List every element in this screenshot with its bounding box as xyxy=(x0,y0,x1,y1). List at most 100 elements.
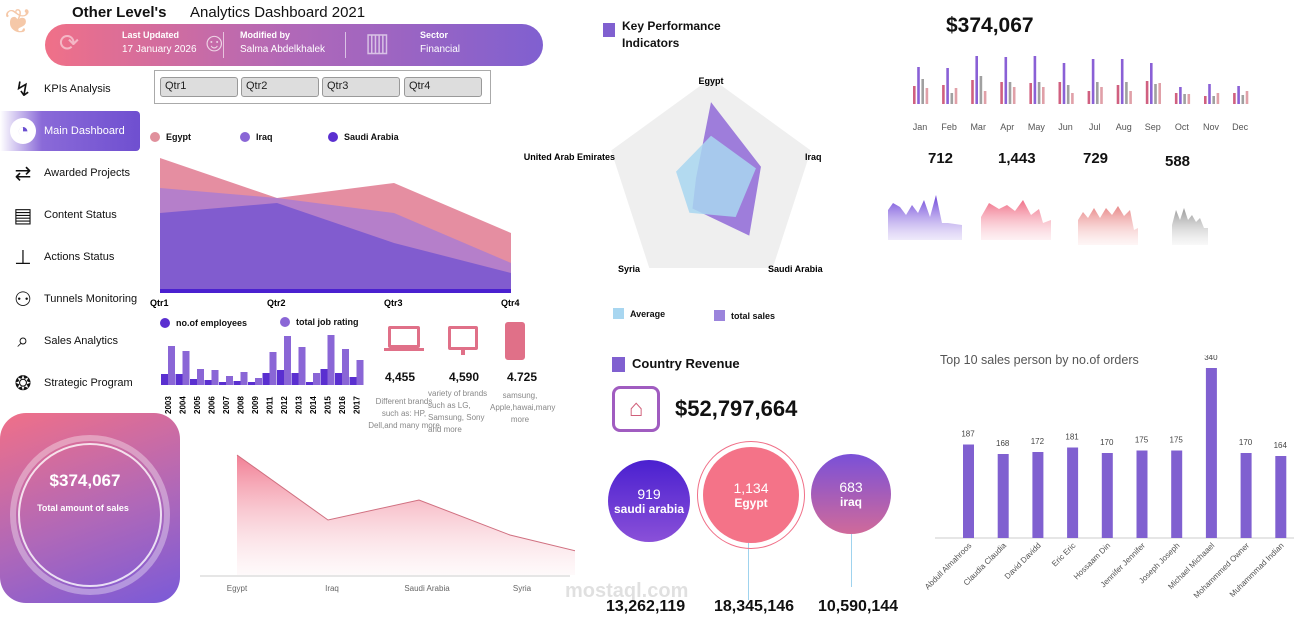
sidebar-item-label: Awarded Projects xyxy=(44,167,131,179)
tick-3: Eric Eric xyxy=(1050,541,1077,568)
device-value-1: 4,590 xyxy=(449,370,480,384)
sidebar-item-label: Main Dashboard xyxy=(44,125,125,137)
sidebar-item-content-status[interactable]: ▤ Content Status xyxy=(0,195,140,235)
bar-May-0 xyxy=(1029,83,1032,104)
tick-2015: 2015 xyxy=(324,396,333,414)
bar-Sep-1 xyxy=(1150,63,1153,104)
brand-name: Other Level's xyxy=(72,4,167,21)
line-chart-icon: ↯ xyxy=(14,78,32,101)
spark-value-3: 588 xyxy=(1165,153,1191,170)
bar-Sep-0 xyxy=(1145,81,1149,104)
tick-2011: 2011 xyxy=(266,396,275,414)
store-icon: ⌂ xyxy=(612,386,660,432)
bar-Oct-3 xyxy=(1187,94,1191,104)
tick-Oct: Oct xyxy=(1175,122,1190,132)
info-banner: ⟳ Last Updated 17 January 2026 ☺ Modified… xyxy=(45,24,543,66)
bar-abdull-almahroos xyxy=(963,444,974,538)
last-updated-value: 17 January 2026 xyxy=(122,44,197,55)
bar-employees-2006 xyxy=(204,380,212,385)
sidebar-item-label: Strategic Program xyxy=(44,377,133,389)
value-label-0: 187 xyxy=(961,430,975,439)
bar-Jun-1 xyxy=(1062,63,1066,104)
total-egypt: 18,345,146 xyxy=(714,598,795,615)
bar-Aug-1 xyxy=(1120,59,1124,104)
bar-May-3 xyxy=(1042,87,1045,104)
bar-jennifer-jennifer xyxy=(1136,450,1148,538)
bar-rating-2017 xyxy=(356,360,364,385)
sidebar-item-actions-status[interactable]: ⊥ Actions Status xyxy=(0,237,140,277)
value-label-4: 170 xyxy=(1100,438,1114,447)
bar-Aug-0 xyxy=(1116,85,1120,104)
bar-michael-michaael xyxy=(1205,368,1217,538)
bar-Jan-2 xyxy=(921,79,924,104)
radar-label-iraq: Iraq xyxy=(805,152,822,162)
total-saudi-arabia: 13,262,119 xyxy=(606,598,686,615)
total-sales-card: $374,067 Total amount of sales xyxy=(0,413,180,603)
bar-Jun-0 xyxy=(1058,82,1062,104)
bar-Apr-2 xyxy=(1008,82,1012,104)
bar-employees-2016 xyxy=(335,373,342,385)
sparkline-area xyxy=(1172,208,1208,245)
value-label-3: 181 xyxy=(1065,433,1079,442)
legend-saudi: Saudi Arabia xyxy=(328,132,399,142)
employees-bar-chart: 2003 2004 2005 2006 2007 2008 2009 2011 2012 2013… xyxy=(161,335,364,414)
slicer-qtr1[interactable]: Qtr1 xyxy=(160,77,238,97)
device-value-2: 4.725 xyxy=(507,370,538,384)
bar-rating-2011 xyxy=(269,352,277,385)
slicer-qtr2[interactable]: Qtr2 xyxy=(241,77,319,97)
building-icon: ▥ xyxy=(365,27,390,57)
value-label-7: 340 xyxy=(1204,355,1218,362)
total-iraq: 10,590,144 xyxy=(818,598,899,615)
bar-employees-2003 xyxy=(161,374,168,385)
modified-by-value: Salma Abdelkhalek xyxy=(240,44,326,55)
bar-Jan-1 xyxy=(917,67,920,104)
bar-rating-2003 xyxy=(168,346,175,385)
bar-Dec-1 xyxy=(1237,86,1240,104)
kpi-title: Key Performance Indicators xyxy=(622,19,721,50)
bar-employees-2004 xyxy=(175,374,183,385)
bar-Jun-2 xyxy=(1066,85,1070,104)
bar-Jul-2 xyxy=(1096,82,1099,104)
bar-Sep-2 xyxy=(1154,84,1157,104)
bar-Nov-3 xyxy=(1216,93,1220,104)
sidebar-item-tunnels-monitoring[interactable]: ⚇ Tunnels Monitoring xyxy=(0,279,140,319)
bubble-iraq: 683 iraq xyxy=(811,454,891,534)
bar-Jul-0 xyxy=(1087,91,1091,104)
slicer-qtr4[interactable]: Qtr4 xyxy=(404,77,482,97)
bar-Jun-3 xyxy=(1071,93,1074,104)
tick-2: David Davidd xyxy=(1003,541,1043,581)
page-title: Analytics Dashboard 2021 xyxy=(190,4,366,21)
radar-label-united-arab-emirates: United Arab Emirates xyxy=(524,152,615,162)
sidebar-item-strategic-program[interactable]: ❂ Strategic Program xyxy=(0,363,140,403)
bubble-saudi-arabia: 919 saudi arabia xyxy=(608,460,690,542)
bar-hossaam-din xyxy=(1101,453,1113,538)
bar-Feb-0 xyxy=(942,85,945,104)
sidebar-item-main-dashboard[interactable]: ◔ Main Dashboard xyxy=(0,111,140,151)
tick-Jun: Jun xyxy=(1058,122,1073,132)
pie-chart-icon: ◔ xyxy=(10,118,36,144)
laptop-icon xyxy=(384,326,424,351)
sidebar-item-awarded-projects[interactable]: ⇄ Awarded Projects xyxy=(0,153,140,193)
tick-May: May xyxy=(1028,122,1046,132)
legend-egypt: Egypt xyxy=(150,132,191,142)
sidebar-item-label: KPIs Analysis xyxy=(44,83,111,95)
slicer-qtr3[interactable]: Qtr3 xyxy=(322,77,400,97)
tick-Qtr2: Qtr2 xyxy=(267,298,286,308)
bubble-egypt: 1,134 Egypt xyxy=(703,447,799,543)
legend-iraq: Iraq xyxy=(240,132,273,142)
bar-Aug-3 xyxy=(1129,91,1132,104)
magnifier-icon: ⌕ xyxy=(17,329,29,352)
radar-label-syria: Syria xyxy=(618,264,641,274)
bar-Oct-1 xyxy=(1179,87,1182,104)
sidebar-item-kpis-analysis[interactable]: ↯ KPIs Analysis xyxy=(0,69,140,109)
kpi-marker xyxy=(603,23,615,37)
radar-label-egypt: Egypt xyxy=(698,76,723,86)
sparkline-area xyxy=(888,195,962,240)
sidebar-item-sales-analytics[interactable]: ⌕ Sales Analytics xyxy=(0,321,140,361)
country-revenue-value: $52,797,664 xyxy=(675,396,798,421)
bar-Dec-3 xyxy=(1245,91,1249,104)
watermark: mostaql.com xyxy=(565,580,689,602)
user-icon: ☺ xyxy=(201,27,228,57)
device-value-0: 4,455 xyxy=(385,370,416,384)
